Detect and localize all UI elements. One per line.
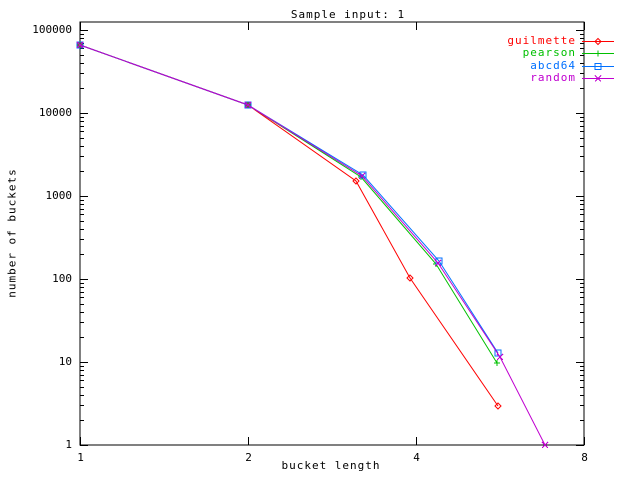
- legend-marker-guilmette: [594, 37, 602, 46]
- marker-abcd64: [244, 101, 252, 109]
- y-tick-label: 10: [58, 355, 72, 368]
- legend-marker-random: [594, 75, 602, 82]
- y-tick-label: 100000: [32, 23, 72, 36]
- series-line-pearson: [79, 44, 498, 364]
- marker-guilmette: [494, 402, 502, 410]
- series-line-guilmette: [79, 44, 499, 407]
- marker-abcd64: [76, 41, 84, 49]
- legend-label-guilmette: guilmette: [507, 34, 576, 47]
- marker-random: [358, 172, 366, 180]
- y-axis-label: number of buckets: [5, 168, 19, 298]
- x-tick-label: 2: [245, 451, 252, 464]
- series-line-abcd64: [79, 44, 499, 354]
- marker-guilmette: [406, 274, 414, 282]
- marker-random: [496, 353, 504, 361]
- plot-frame: [79, 21, 585, 446]
- marker-random: [244, 101, 252, 109]
- legend-label-pearson: pearson: [522, 46, 576, 59]
- x-tick-label: 1: [77, 451, 84, 464]
- y-tick-label: 1: [65, 438, 72, 451]
- legend-label-abcd64: abcd64: [530, 59, 576, 72]
- legend-marker-abcd64: [594, 63, 602, 70]
- y-tick-label: 1000: [45, 189, 73, 202]
- y-tick-label: 100: [52, 272, 72, 285]
- x-axis-label: bucket length: [281, 459, 381, 472]
- marker-abcd64: [494, 349, 502, 357]
- marker-random: [76, 41, 84, 49]
- marker-guilmette: [352, 177, 360, 185]
- x-tick-label: 4: [413, 451, 420, 464]
- marker-random: [434, 259, 442, 267]
- legend-label-random: random: [530, 71, 576, 84]
- y-tick-label: 10000: [38, 106, 72, 119]
- x-tick-label: 8: [581, 451, 588, 464]
- series-line-random: [79, 44, 546, 446]
- marker-random: [541, 441, 549, 449]
- chart-title: Sample input: 1: [290, 8, 406, 21]
